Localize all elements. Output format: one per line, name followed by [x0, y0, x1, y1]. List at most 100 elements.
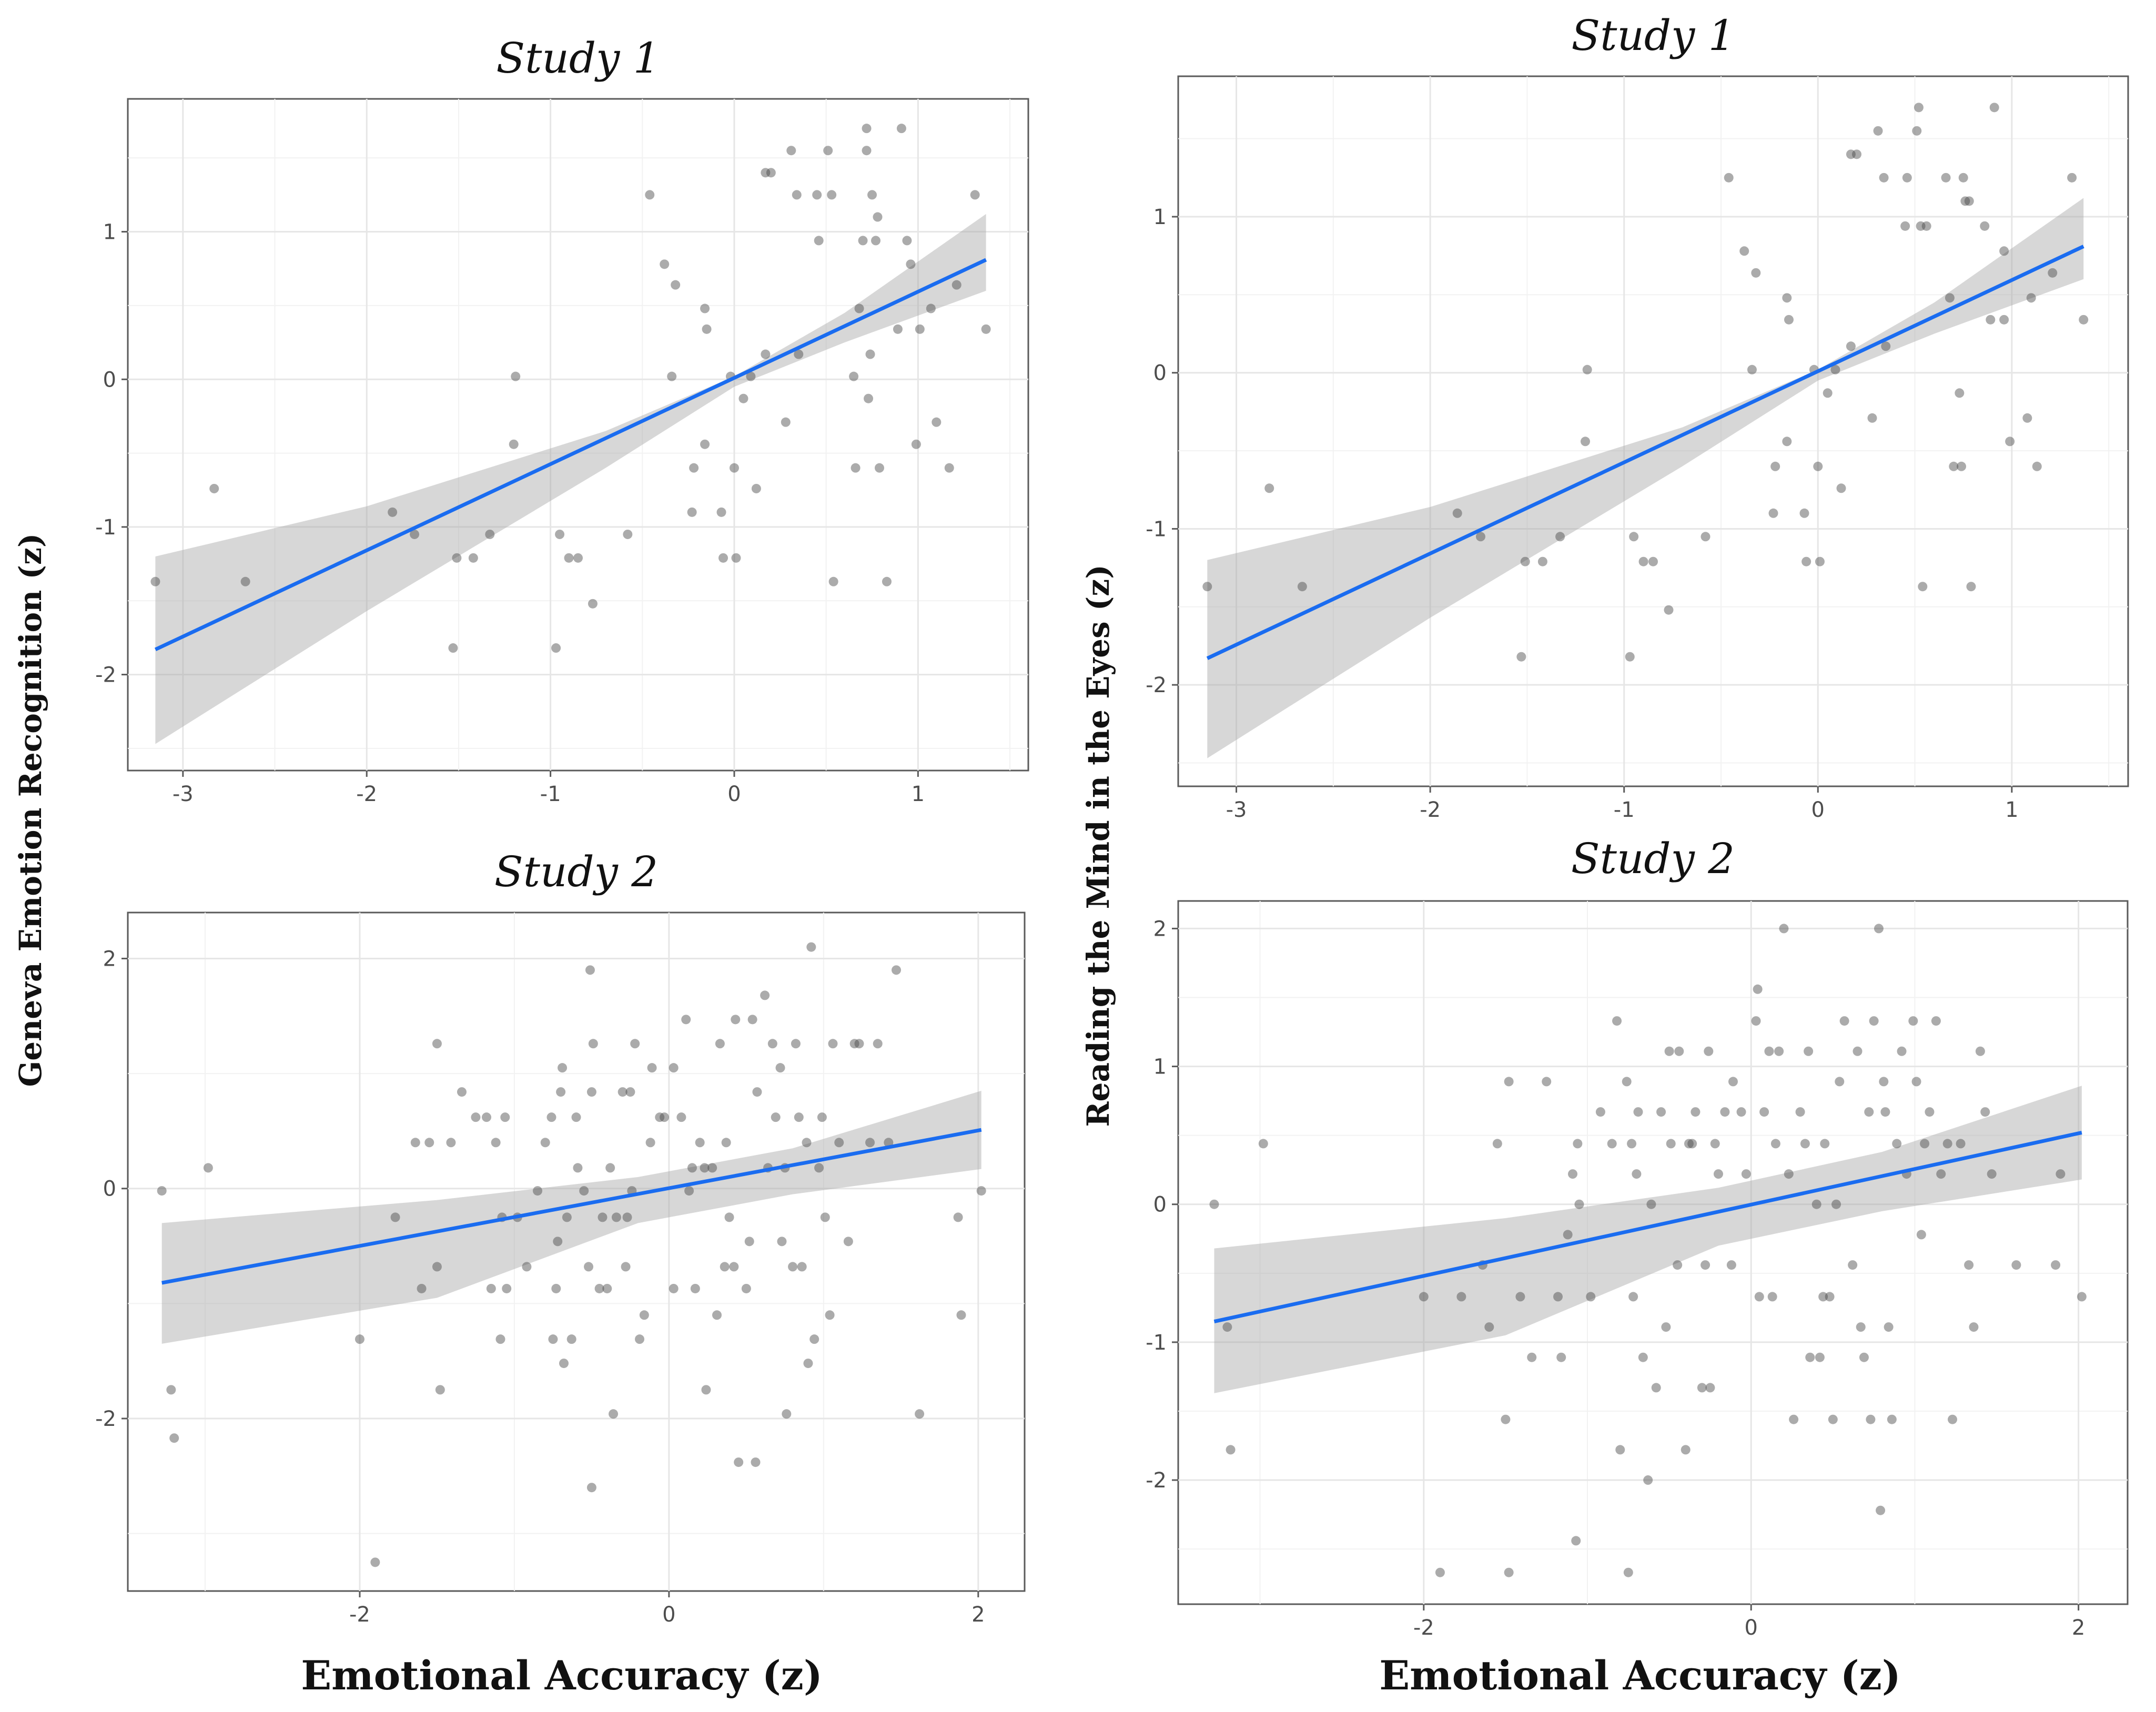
x-tick-label: -2 [1413, 1616, 1434, 1640]
data-point [1691, 1107, 1700, 1117]
data-point [1801, 556, 1811, 566]
data-point [720, 1262, 730, 1272]
data-point [522, 1262, 532, 1272]
data-point [635, 1334, 645, 1344]
data-point [911, 439, 921, 449]
data-point [834, 1138, 844, 1148]
data-point [687, 507, 697, 517]
data-point [1815, 1352, 1825, 1362]
data-point [573, 553, 583, 563]
data-point [410, 1138, 420, 1148]
data-point [511, 371, 521, 381]
data-point [744, 1237, 754, 1247]
data-point [424, 1138, 434, 1148]
data-point [707, 1163, 717, 1173]
data-point [1504, 1567, 1514, 1577]
data-point [551, 1283, 561, 1293]
data-point [1753, 984, 1763, 994]
y-tick-label: 0 [103, 368, 116, 392]
data-point [731, 1015, 741, 1025]
data-point [820, 1212, 830, 1222]
panel-geneva-study2: -2 0 2 2 0 -2 Study 2 [95, 847, 1026, 1627]
data-point [452, 553, 462, 563]
data-point [1456, 1292, 1466, 1302]
data-point [766, 168, 776, 178]
data-point [865, 349, 875, 359]
data-point [1805, 1352, 1815, 1362]
data-point [1942, 1139, 1952, 1149]
data-point [410, 529, 420, 539]
data-point [781, 417, 791, 427]
data-point [1964, 196, 1974, 206]
data-point [1542, 1077, 1552, 1087]
data-point [1818, 1292, 1828, 1302]
y-tick-label: 1 [103, 220, 116, 245]
data-point [702, 324, 712, 334]
data-point [598, 1212, 608, 1222]
data-point [1741, 1169, 1751, 1179]
y-tick-label: -2 [1146, 1468, 1167, 1493]
data-point [700, 303, 710, 313]
data-point [777, 1237, 787, 1247]
data-point [700, 1163, 710, 1173]
data-point [1800, 1139, 1810, 1149]
data-point [689, 463, 699, 473]
chart-title: Study 2 [1571, 834, 1735, 883]
data-point [605, 1163, 615, 1173]
data-point [1879, 173, 1889, 183]
regression-line [161, 1128, 982, 1285]
data-point [1258, 1139, 1268, 1149]
data-point [623, 529, 633, 539]
data-point [2005, 437, 2015, 447]
data-point [2048, 268, 2058, 278]
data-point [1914, 103, 1924, 113]
data-point [1782, 293, 1792, 303]
x-tick-label: 0 [662, 1603, 675, 1627]
data-point [1638, 556, 1648, 566]
data-point [1770, 461, 1780, 471]
data-point [1918, 582, 1928, 592]
data-point [1823, 388, 1833, 398]
data-point [701, 1385, 711, 1395]
data-point [203, 1163, 213, 1173]
data-point [1897, 1046, 1907, 1056]
data-point [1555, 532, 1565, 542]
data-point [611, 1212, 621, 1222]
data-point [355, 1334, 365, 1344]
x-tick-label: 1 [2005, 798, 2018, 822]
data-point [485, 529, 495, 539]
data-point [556, 1087, 566, 1097]
data-point [1948, 1414, 1958, 1424]
data-point [1452, 508, 1462, 518]
data-point [817, 1112, 827, 1122]
data-point [843, 1237, 853, 1247]
data-point [564, 553, 574, 563]
data-point [862, 146, 872, 156]
data-point [388, 507, 398, 517]
data-point [849, 371, 859, 381]
data-point [1846, 341, 1856, 351]
data-point [1986, 315, 1996, 325]
data-point [761, 349, 771, 359]
data-point [867, 190, 877, 200]
data-point [1955, 388, 1965, 398]
data-point [1770, 1139, 1780, 1149]
data-point [1980, 221, 1990, 231]
data-point [639, 1310, 649, 1320]
data-point [854, 303, 864, 313]
y-tick-label: -1 [1146, 517, 1167, 541]
x-tick-label: -2 [349, 1603, 370, 1627]
data-point [417, 1283, 427, 1293]
data-point [533, 1186, 543, 1196]
data-point [1563, 1230, 1573, 1240]
data-point [555, 529, 565, 539]
data-point [1912, 126, 1922, 136]
data-point [2079, 315, 2089, 325]
data-point [1607, 1139, 1617, 1149]
data-point [1710, 1139, 1720, 1149]
data-point [1839, 1016, 1849, 1026]
data-point [551, 643, 561, 653]
data-point [571, 1112, 581, 1122]
data-point [970, 190, 980, 200]
